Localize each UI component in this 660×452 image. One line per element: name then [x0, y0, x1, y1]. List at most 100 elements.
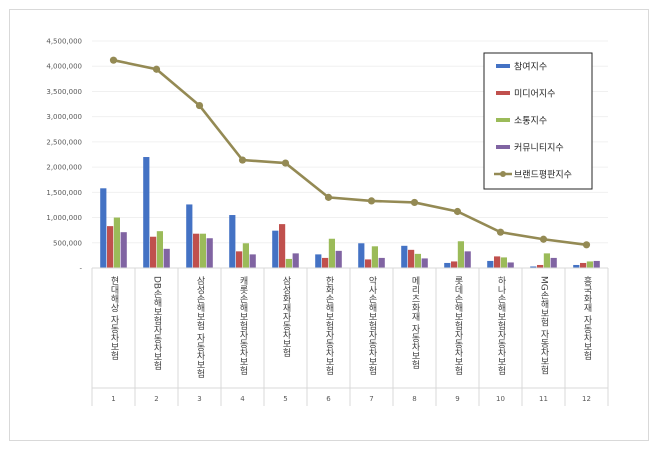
category-index: 6 — [326, 395, 331, 403]
bar — [199, 233, 206, 268]
category-index: 1 — [111, 395, 115, 403]
bar — [444, 262, 451, 268]
category-label: 악사손해보험자동차보험 — [367, 275, 377, 375]
bar — [163, 248, 170, 268]
bar — [593, 260, 600, 268]
bar — [537, 264, 544, 268]
category-index: 9 — [455, 395, 459, 403]
legend-swatch — [496, 91, 510, 95]
legend-label: 브랜드평판지수 — [514, 170, 572, 181]
bar — [421, 258, 428, 268]
bar — [487, 260, 494, 268]
legend-swatch — [496, 118, 510, 122]
category-label: 삼성화재자동차보험 — [281, 276, 291, 357]
line-point — [367, 197, 376, 205]
legend-label: 소통지수 — [514, 116, 547, 127]
y-tick-label: 2,500,000 — [46, 138, 82, 146]
bar — [365, 259, 372, 268]
bar — [358, 243, 365, 268]
y-tick-label: 1,000,000 — [46, 214, 82, 222]
bar — [322, 257, 329, 268]
bar — [500, 257, 507, 268]
line-point — [453, 207, 462, 216]
category-label: MG손해보험 자동차보험 — [539, 276, 549, 375]
legend-swatch — [496, 145, 510, 149]
y-tick-label: 500,000 — [53, 239, 82, 247]
bar — [272, 230, 279, 268]
y-tick-label: 1,500,000 — [46, 189, 82, 197]
bar — [543, 253, 550, 268]
bar — [100, 188, 107, 268]
line-point — [238, 156, 247, 164]
bar — [107, 226, 114, 268]
y-axis-ticks: - 500,000 1,000,000 1,500,000 2,000,000 2,500… — [46, 38, 82, 273]
bar — [229, 215, 236, 268]
bar — [573, 264, 580, 268]
bar — [315, 254, 322, 268]
bar — [451, 261, 458, 268]
bar — [328, 238, 335, 268]
bar — [242, 243, 249, 268]
bar — [530, 266, 537, 268]
category-label: 현대해상 자동차보험 — [109, 276, 119, 360]
category-label: 삼성손해보험 자동차보험 — [195, 276, 205, 378]
y-tick-label: 4,500,000 — [46, 38, 82, 46]
category-label: 하나손해보험자동차보험 — [496, 276, 506, 375]
category-index: 7 — [369, 395, 373, 403]
bar — [285, 258, 292, 268]
y-tick-label: 4,000,000 — [46, 63, 82, 71]
line-point — [152, 65, 161, 73]
category-index: 5 — [283, 395, 287, 403]
bar — [206, 238, 213, 268]
bar — [186, 204, 193, 268]
line-point — [324, 193, 333, 201]
category-index: 10 — [496, 395, 505, 403]
y-tick-label: - — [79, 265, 82, 273]
line-point — [410, 198, 419, 207]
line-point — [539, 235, 548, 243]
category-label: 캐롯손해보험자동차보험 — [238, 276, 248, 375]
line-point — [195, 101, 204, 110]
bar — [113, 217, 120, 268]
y-tick-label: 2,000,000 — [46, 164, 82, 172]
category-label: DB손해보험자동차보험 — [152, 276, 162, 370]
bar — [408, 249, 415, 268]
bar — [464, 251, 471, 268]
bar — [586, 261, 593, 268]
bar — [292, 253, 299, 268]
bar — [193, 233, 200, 268]
brand-index-line — [109, 56, 591, 249]
line-point — [582, 241, 591, 249]
bar — [550, 257, 557, 268]
category-index: 12 — [582, 395, 591, 403]
category-index: 3 — [197, 395, 201, 403]
category-index: 4 — [240, 395, 245, 403]
legend-label: 참여지수 — [514, 61, 547, 73]
legend-swatch — [496, 64, 510, 68]
bar — [279, 224, 286, 268]
bars — [100, 157, 600, 268]
category-index: 8 — [412, 395, 416, 403]
y-tick-label: 3,500,000 — [46, 88, 82, 96]
legend-label: 커뮤니티지수 — [514, 143, 564, 154]
line-point — [109, 56, 118, 64]
bar — [120, 232, 127, 268]
bar — [143, 157, 150, 268]
category-index: 2 — [154, 395, 158, 403]
bar — [156, 231, 163, 268]
category-label: 롯데손해보험자동차보험 — [453, 276, 463, 375]
bar — [335, 250, 342, 268]
legend-swatch-marker — [500, 171, 506, 177]
bar — [494, 256, 501, 268]
category-index: 11 — [539, 395, 548, 403]
line-point — [281, 159, 290, 167]
line-point — [496, 228, 505, 236]
category-label: 메리츠화재 자동차보험 — [410, 276, 420, 369]
bar — [580, 262, 587, 268]
series-line — [113, 58, 587, 247]
legend-label: 미디어지수 — [514, 89, 555, 100]
bar — [414, 253, 421, 268]
bar — [401, 245, 408, 268]
